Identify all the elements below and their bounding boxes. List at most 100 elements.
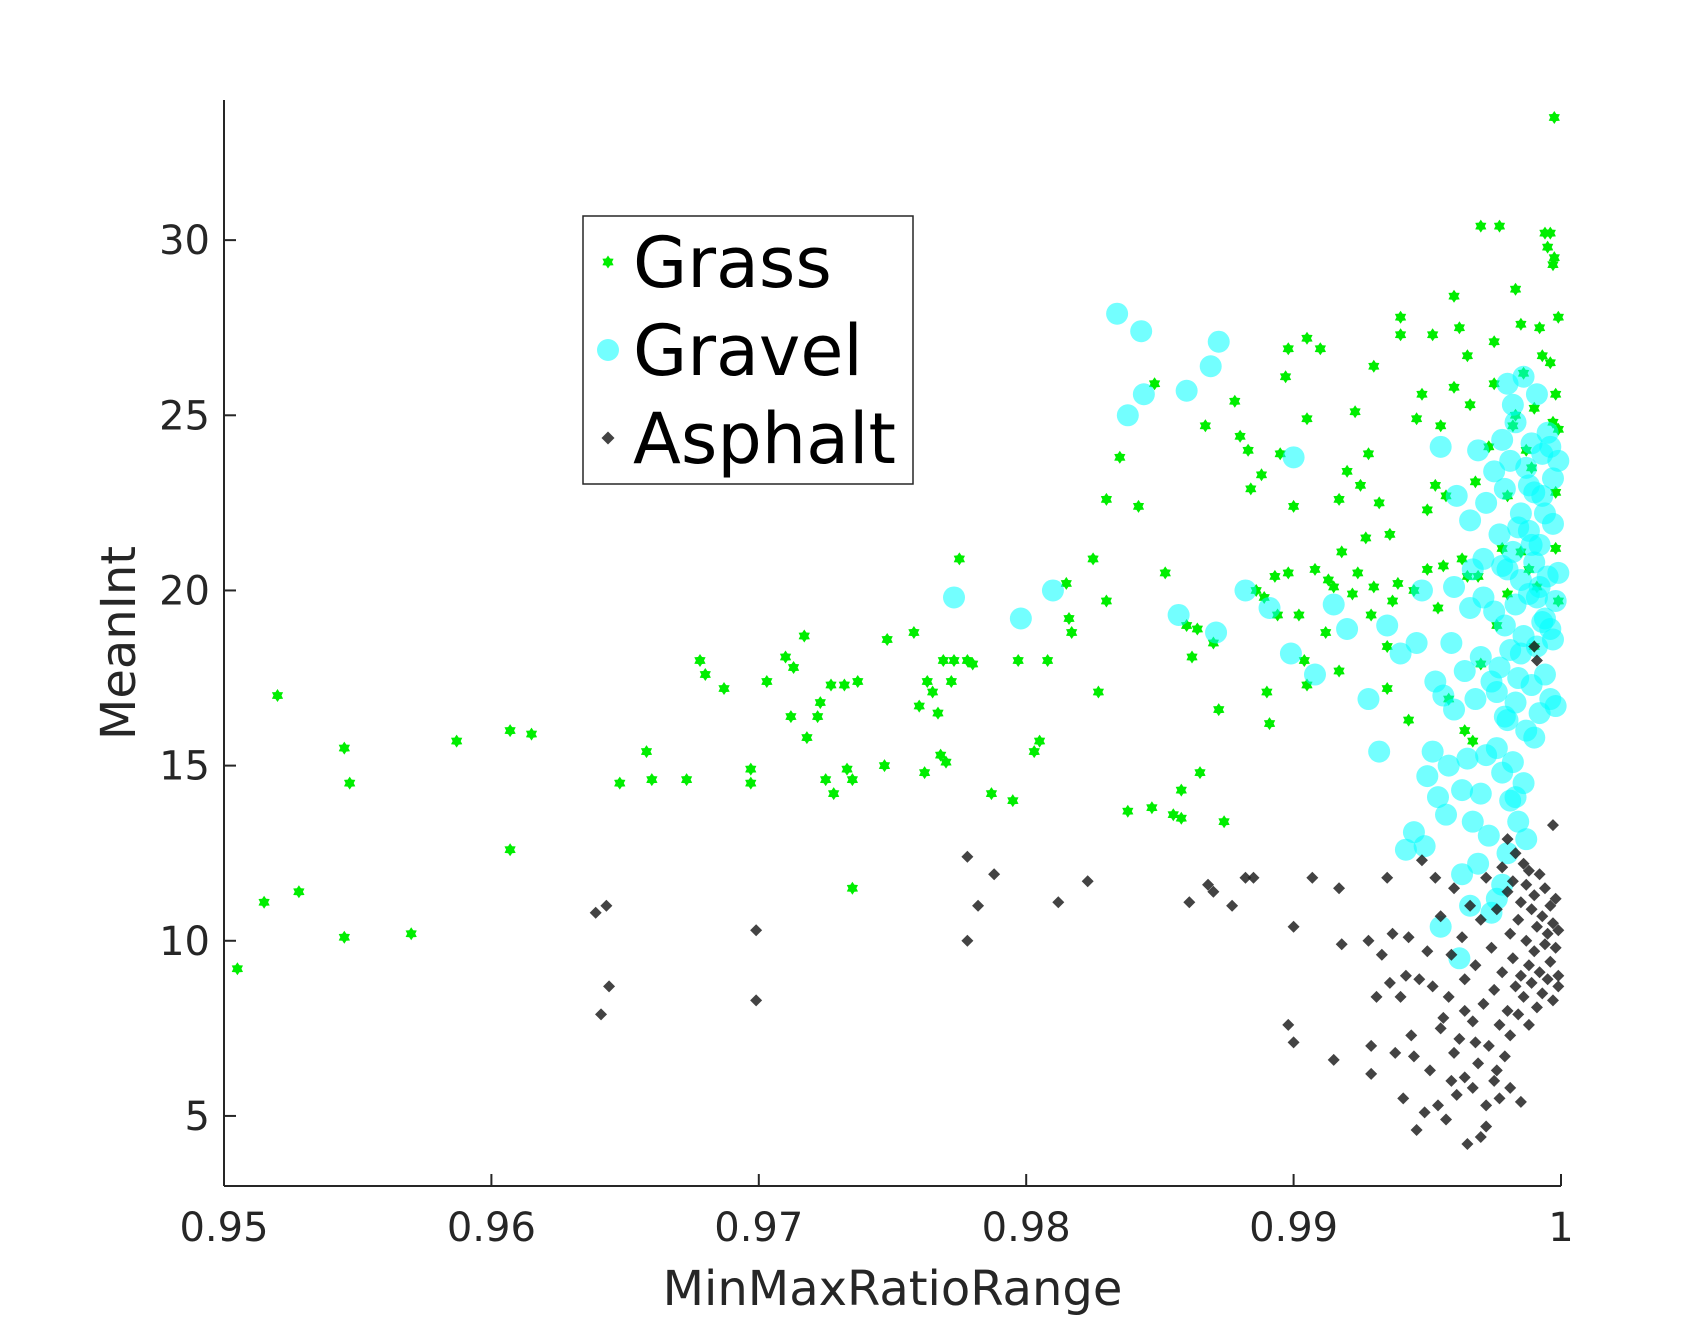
point-asphalt xyxy=(1509,847,1522,860)
point-gravel xyxy=(1544,695,1567,718)
point-asphalt xyxy=(1474,1130,1487,1143)
point-asphalt xyxy=(1386,927,1399,940)
plot-marks xyxy=(231,111,1570,1150)
point-asphalt xyxy=(1506,952,1519,965)
point-asphalt xyxy=(1052,896,1065,909)
point-grass xyxy=(1515,317,1527,331)
point-asphalt xyxy=(1183,896,1196,909)
point-gravel xyxy=(1496,842,1519,865)
point-asphalt xyxy=(1429,871,1442,884)
point-asphalt xyxy=(1536,987,1549,1000)
point-asphalt xyxy=(589,906,602,919)
point-asphalt xyxy=(1442,990,1455,1003)
point-asphalt xyxy=(1485,941,1498,954)
point-asphalt xyxy=(1546,819,1559,832)
point-asphalt xyxy=(1282,1018,1295,1031)
point-gravel xyxy=(1467,439,1490,462)
point-asphalt xyxy=(1287,920,1300,933)
point-asphalt xyxy=(1528,945,1541,958)
point-asphalt xyxy=(1490,1064,1503,1077)
point-gravel xyxy=(1437,754,1460,777)
point-grass xyxy=(525,727,538,741)
point-grass xyxy=(699,668,711,681)
point-asphalt xyxy=(1207,885,1220,898)
point-grass xyxy=(1403,713,1415,727)
point-grass xyxy=(787,661,800,674)
point-asphalt xyxy=(1375,948,1388,961)
point-grass xyxy=(1087,552,1099,566)
point-gravel xyxy=(1483,460,1506,483)
point-grass xyxy=(1421,503,1433,517)
point-grass xyxy=(1282,342,1294,356)
point-grass xyxy=(1461,349,1473,363)
point-asphalt xyxy=(1525,976,1538,989)
point-asphalt xyxy=(1533,966,1546,979)
point-gravel xyxy=(1258,596,1281,619)
point-grass xyxy=(1186,650,1198,664)
point-grass xyxy=(1459,724,1471,738)
point-asphalt xyxy=(1480,871,1493,884)
point-grass xyxy=(785,710,797,724)
point-asphalt xyxy=(1490,903,1503,916)
point-asphalt xyxy=(1423,1064,1436,1077)
point-grass xyxy=(745,776,757,790)
point-asphalt xyxy=(1509,980,1522,993)
point-asphalt xyxy=(1399,969,1412,982)
point-grass xyxy=(932,706,944,720)
point-grass xyxy=(1063,612,1075,625)
point-asphalt xyxy=(1247,871,1260,884)
point-gravel xyxy=(1485,737,1508,760)
point-gravel xyxy=(1533,663,1556,686)
point-gravel xyxy=(1167,603,1190,626)
point-asphalt xyxy=(1514,969,1527,982)
legend-marker-asphalt xyxy=(601,431,615,445)
point-grass xyxy=(1394,328,1407,342)
point-gravel xyxy=(1461,810,1484,833)
point-grass xyxy=(1469,475,1482,489)
point-gravel xyxy=(1461,558,1484,581)
point-grass xyxy=(1467,734,1479,748)
point-grass xyxy=(1392,576,1404,590)
point-grass xyxy=(451,734,463,748)
point-grass xyxy=(614,776,626,790)
point-asphalt xyxy=(1362,934,1375,947)
point-grass xyxy=(504,724,516,738)
point-grass xyxy=(953,552,965,566)
point-grass xyxy=(1146,801,1158,815)
point-asphalt xyxy=(1498,1050,1511,1063)
point-grass xyxy=(825,678,837,692)
x-tick-label: 0.95 xyxy=(179,1205,268,1251)
point-grass xyxy=(1007,794,1019,808)
point-grass xyxy=(646,773,658,787)
point-grass xyxy=(1435,419,1447,433)
point-gravel xyxy=(1175,379,1198,402)
point-asphalt xyxy=(1520,878,1533,891)
point-gravel xyxy=(1459,509,1482,532)
point-gravel xyxy=(1368,740,1391,763)
legend-marker-grass xyxy=(602,255,614,269)
point-gravel xyxy=(1533,607,1556,630)
point-asphalt xyxy=(1365,1039,1378,1052)
point-grass xyxy=(338,741,350,755)
point-grass xyxy=(1301,412,1313,426)
point-grass xyxy=(1493,219,1506,233)
point-grass xyxy=(1012,654,1024,667)
point-asphalt xyxy=(1472,1057,1485,1070)
point-gravel xyxy=(1207,330,1230,353)
point-asphalt xyxy=(1306,871,1319,884)
point-asphalt xyxy=(1405,1029,1418,1042)
point-gravel xyxy=(1279,642,1302,665)
legend-label-gravel: Gravel xyxy=(633,310,863,392)
point-grass xyxy=(1448,380,1460,394)
y-tick-label: 10 xyxy=(159,919,210,965)
point-asphalt xyxy=(1504,927,1517,940)
point-gravel xyxy=(1512,365,1535,388)
point-grass xyxy=(1322,573,1334,587)
point-grass xyxy=(1542,240,1554,254)
point-gravel xyxy=(1009,607,1032,630)
point-grass xyxy=(1320,626,1332,639)
point-grass xyxy=(761,675,773,688)
point-asphalt xyxy=(1546,994,1559,1007)
point-asphalt xyxy=(1544,899,1557,912)
x-tick-label: 0.99 xyxy=(1249,1205,1338,1251)
